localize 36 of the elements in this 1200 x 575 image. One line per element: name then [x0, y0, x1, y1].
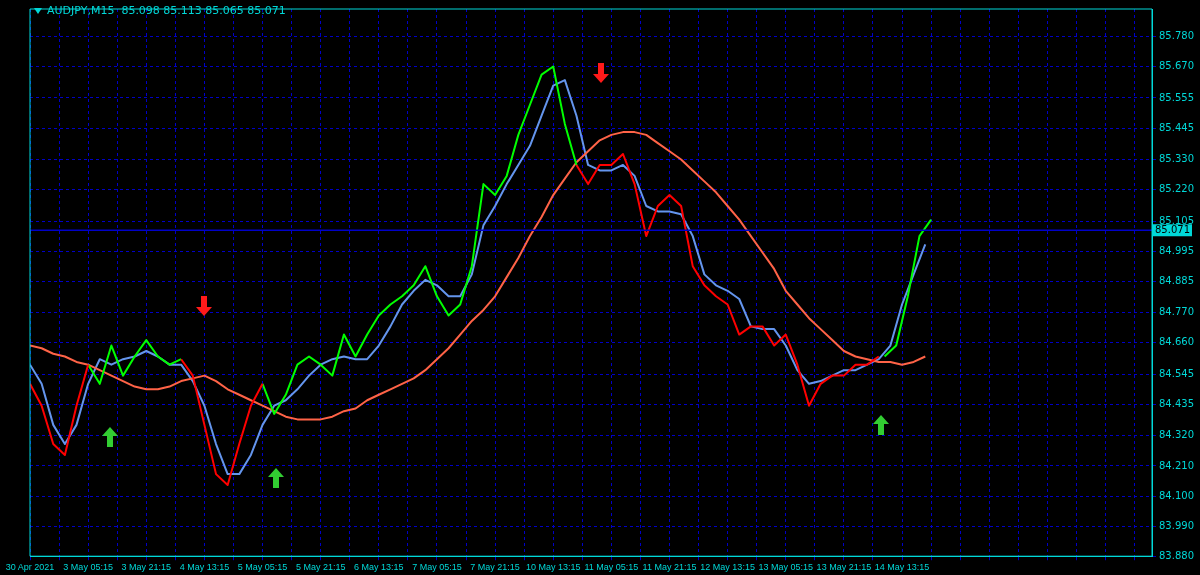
x-tick-label: 12 May 13:15	[700, 562, 755, 573]
y-tick-label: 84.545	[1159, 367, 1194, 379]
y-tick-label: 85.670	[1159, 60, 1194, 72]
chart-title: AUDJPY,M15 85.098 85.113 85.065 85.071	[47, 4, 286, 17]
x-tick-label: 7 May 21:15	[470, 562, 520, 573]
y-tick-label: 84.320	[1159, 429, 1194, 441]
x-tick-label: 5 May 05:15	[237, 562, 288, 573]
ref-line-label: 85.071	[1155, 223, 1190, 235]
y-tick-label: 84.770	[1159, 306, 1194, 318]
x-tick-label: 7 May 05:15	[412, 562, 462, 573]
y-tick-label: 84.100	[1159, 489, 1194, 501]
x-tick-label: 14 May 13:15	[874, 562, 930, 573]
x-tick-label: 13 May 05:15	[758, 562, 814, 573]
y-tick-label: 85.105	[1159, 214, 1194, 226]
x-tick-label: 3 May 21:15	[121, 562, 172, 573]
y-tick-label: 85.445	[1159, 121, 1194, 133]
y-tick-label: 85.780	[1159, 29, 1194, 41]
y-tick-label: 85.555	[1159, 91, 1194, 103]
y-tick-label: 85.330	[1159, 153, 1194, 165]
y-tick-label: 83.880	[1159, 549, 1194, 561]
y-tick-label: 84.885	[1159, 274, 1194, 286]
y-tick-label: 84.660	[1159, 336, 1194, 348]
x-tick-label: 11 May 21:15	[642, 562, 697, 573]
x-tick-label: 30 Apr 2021	[5, 562, 55, 573]
y-tick-label: 85.220	[1159, 183, 1194, 195]
x-tick-label: 6 May 13:15	[354, 562, 404, 573]
x-tick-label: 5 May 21:15	[295, 562, 346, 573]
x-tick-label: 4 May 13:15	[179, 562, 230, 573]
y-tick-label: 84.210	[1159, 459, 1194, 471]
x-tick-label: 11 May 05:15	[584, 562, 639, 573]
x-tick-label: 10 May 13:15	[525, 562, 581, 573]
x-tick-label: 13 May 21:15	[816, 562, 872, 573]
y-tick-label: 84.995	[1159, 244, 1194, 256]
y-tick-label: 83.990	[1159, 519, 1194, 531]
y-tick-label: 84.435	[1159, 397, 1194, 409]
x-tick-label: 3 May 05:15	[63, 562, 113, 573]
